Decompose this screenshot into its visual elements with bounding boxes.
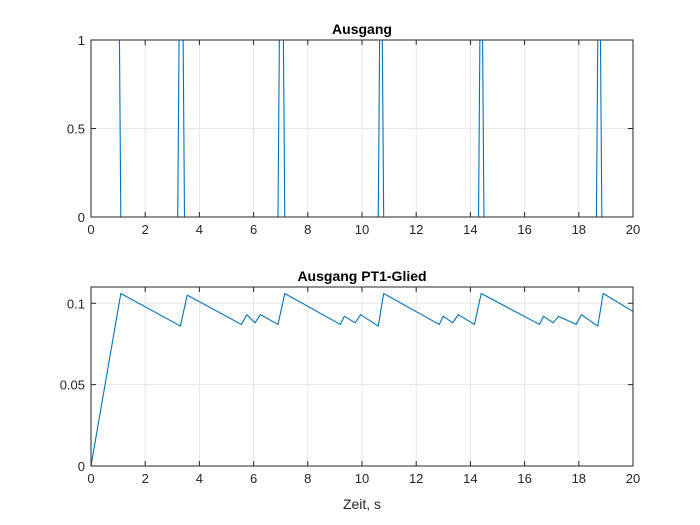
pt1-xtick-label-18: 18 bbox=[572, 471, 586, 486]
pt1-series-line-0 bbox=[90, 292, 634, 467]
pt1-ytick-label-0: 0 bbox=[78, 459, 85, 474]
pt1-xtick-label-6: 6 bbox=[250, 471, 257, 486]
ausgang-xtick-label-14: 14 bbox=[463, 222, 477, 237]
axes-ausgang-pt1-glied: 0 2 4 6 8 10 12 14 16 18 20 0 0.05 0.1 Ausgang PT1-Gli… bbox=[60, 268, 641, 512]
ausgang-ytick-label-0.5: 0.5 bbox=[67, 122, 85, 137]
ausgang-xtick-label-4: 4 bbox=[196, 222, 203, 237]
pt1-xtick-label-16: 16 bbox=[517, 471, 531, 486]
ausgang-xtick-label-20: 20 bbox=[626, 222, 640, 237]
pt1-xtick-label-10: 10 bbox=[355, 471, 369, 486]
ausgang-ytick-label-0: 0 bbox=[78, 210, 85, 225]
ausgang-title: Ausgang bbox=[332, 21, 392, 37]
pt1-xtick-label-4: 4 bbox=[196, 471, 203, 486]
ausgang-series-line-0 bbox=[91, 39, 633, 218]
ausgang-ytick-label-1: 1 bbox=[78, 33, 85, 48]
pt1-xtick-label-8: 8 bbox=[304, 471, 311, 486]
ausgang-xtick-label-2: 2 bbox=[142, 222, 149, 237]
pt1-xtick-label-14: 14 bbox=[463, 471, 477, 486]
ausgang-xtick-label-16: 16 bbox=[517, 222, 531, 237]
pt1-xtick-label-20: 20 bbox=[626, 471, 640, 486]
ausgang-xtick-label-6: 6 bbox=[250, 222, 257, 237]
ausgang-xtick-label-8: 8 bbox=[304, 222, 311, 237]
pt1-xtick-label-2: 2 bbox=[142, 471, 149, 486]
ausgang-xtick-label-0: 0 bbox=[87, 222, 94, 237]
pt1-xlabel: Zeit, s bbox=[343, 496, 381, 512]
pt1-xtick-label-12: 12 bbox=[409, 471, 423, 486]
pt1-ytick-label-0.05: 0.05 bbox=[60, 378, 85, 393]
pt1-ytick-label-0.1: 0.1 bbox=[67, 296, 85, 311]
ausgang-xtick-label-10: 10 bbox=[355, 222, 369, 237]
pt1-xtick-label-0: 0 bbox=[87, 471, 94, 486]
axes-ausgang: 0 2 4 6 8 10 12 14 16 18 20 0 0.5 1 Ausgang bbox=[67, 21, 640, 237]
ausgang-xtick-label-18: 18 bbox=[572, 222, 586, 237]
pt1-title: Ausgang PT1-Glied bbox=[297, 268, 426, 284]
ausgang-xtick-label-12: 12 bbox=[409, 222, 423, 237]
